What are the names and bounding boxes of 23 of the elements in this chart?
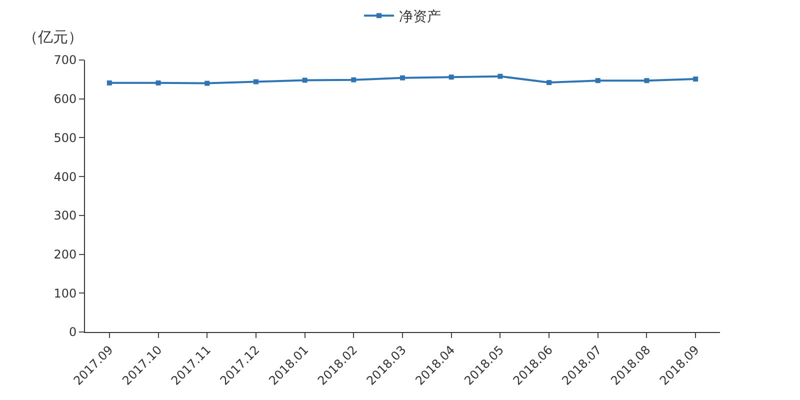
point bbox=[351, 77, 356, 82]
point bbox=[204, 80, 210, 86]
point bbox=[693, 76, 698, 82]
point bbox=[302, 78, 308, 83]
y-tick-label: 300 bbox=[54, 208, 77, 223]
y-tick-label: 400 bbox=[54, 170, 77, 184]
point bbox=[498, 74, 503, 79]
point bbox=[546, 80, 552, 86]
legend-label: 净资产 bbox=[399, 9, 441, 26]
y-tick-label: 700 bbox=[54, 53, 77, 68]
y-tick-label: 0 bbox=[68, 325, 77, 340]
y-tick-label: 100 bbox=[54, 286, 77, 300]
y-tick-label: 200 bbox=[54, 247, 77, 262]
y-tick-label: 500 bbox=[54, 130, 77, 145]
point bbox=[448, 74, 454, 80]
point bbox=[106, 80, 112, 86]
point bbox=[400, 75, 405, 80]
point bbox=[253, 79, 258, 84]
point bbox=[595, 78, 600, 84]
y-tick-label: 600 bbox=[54, 92, 77, 106]
point bbox=[156, 80, 161, 86]
y-axis-title: （亿元） bbox=[23, 28, 83, 46]
point bbox=[644, 78, 650, 84]
